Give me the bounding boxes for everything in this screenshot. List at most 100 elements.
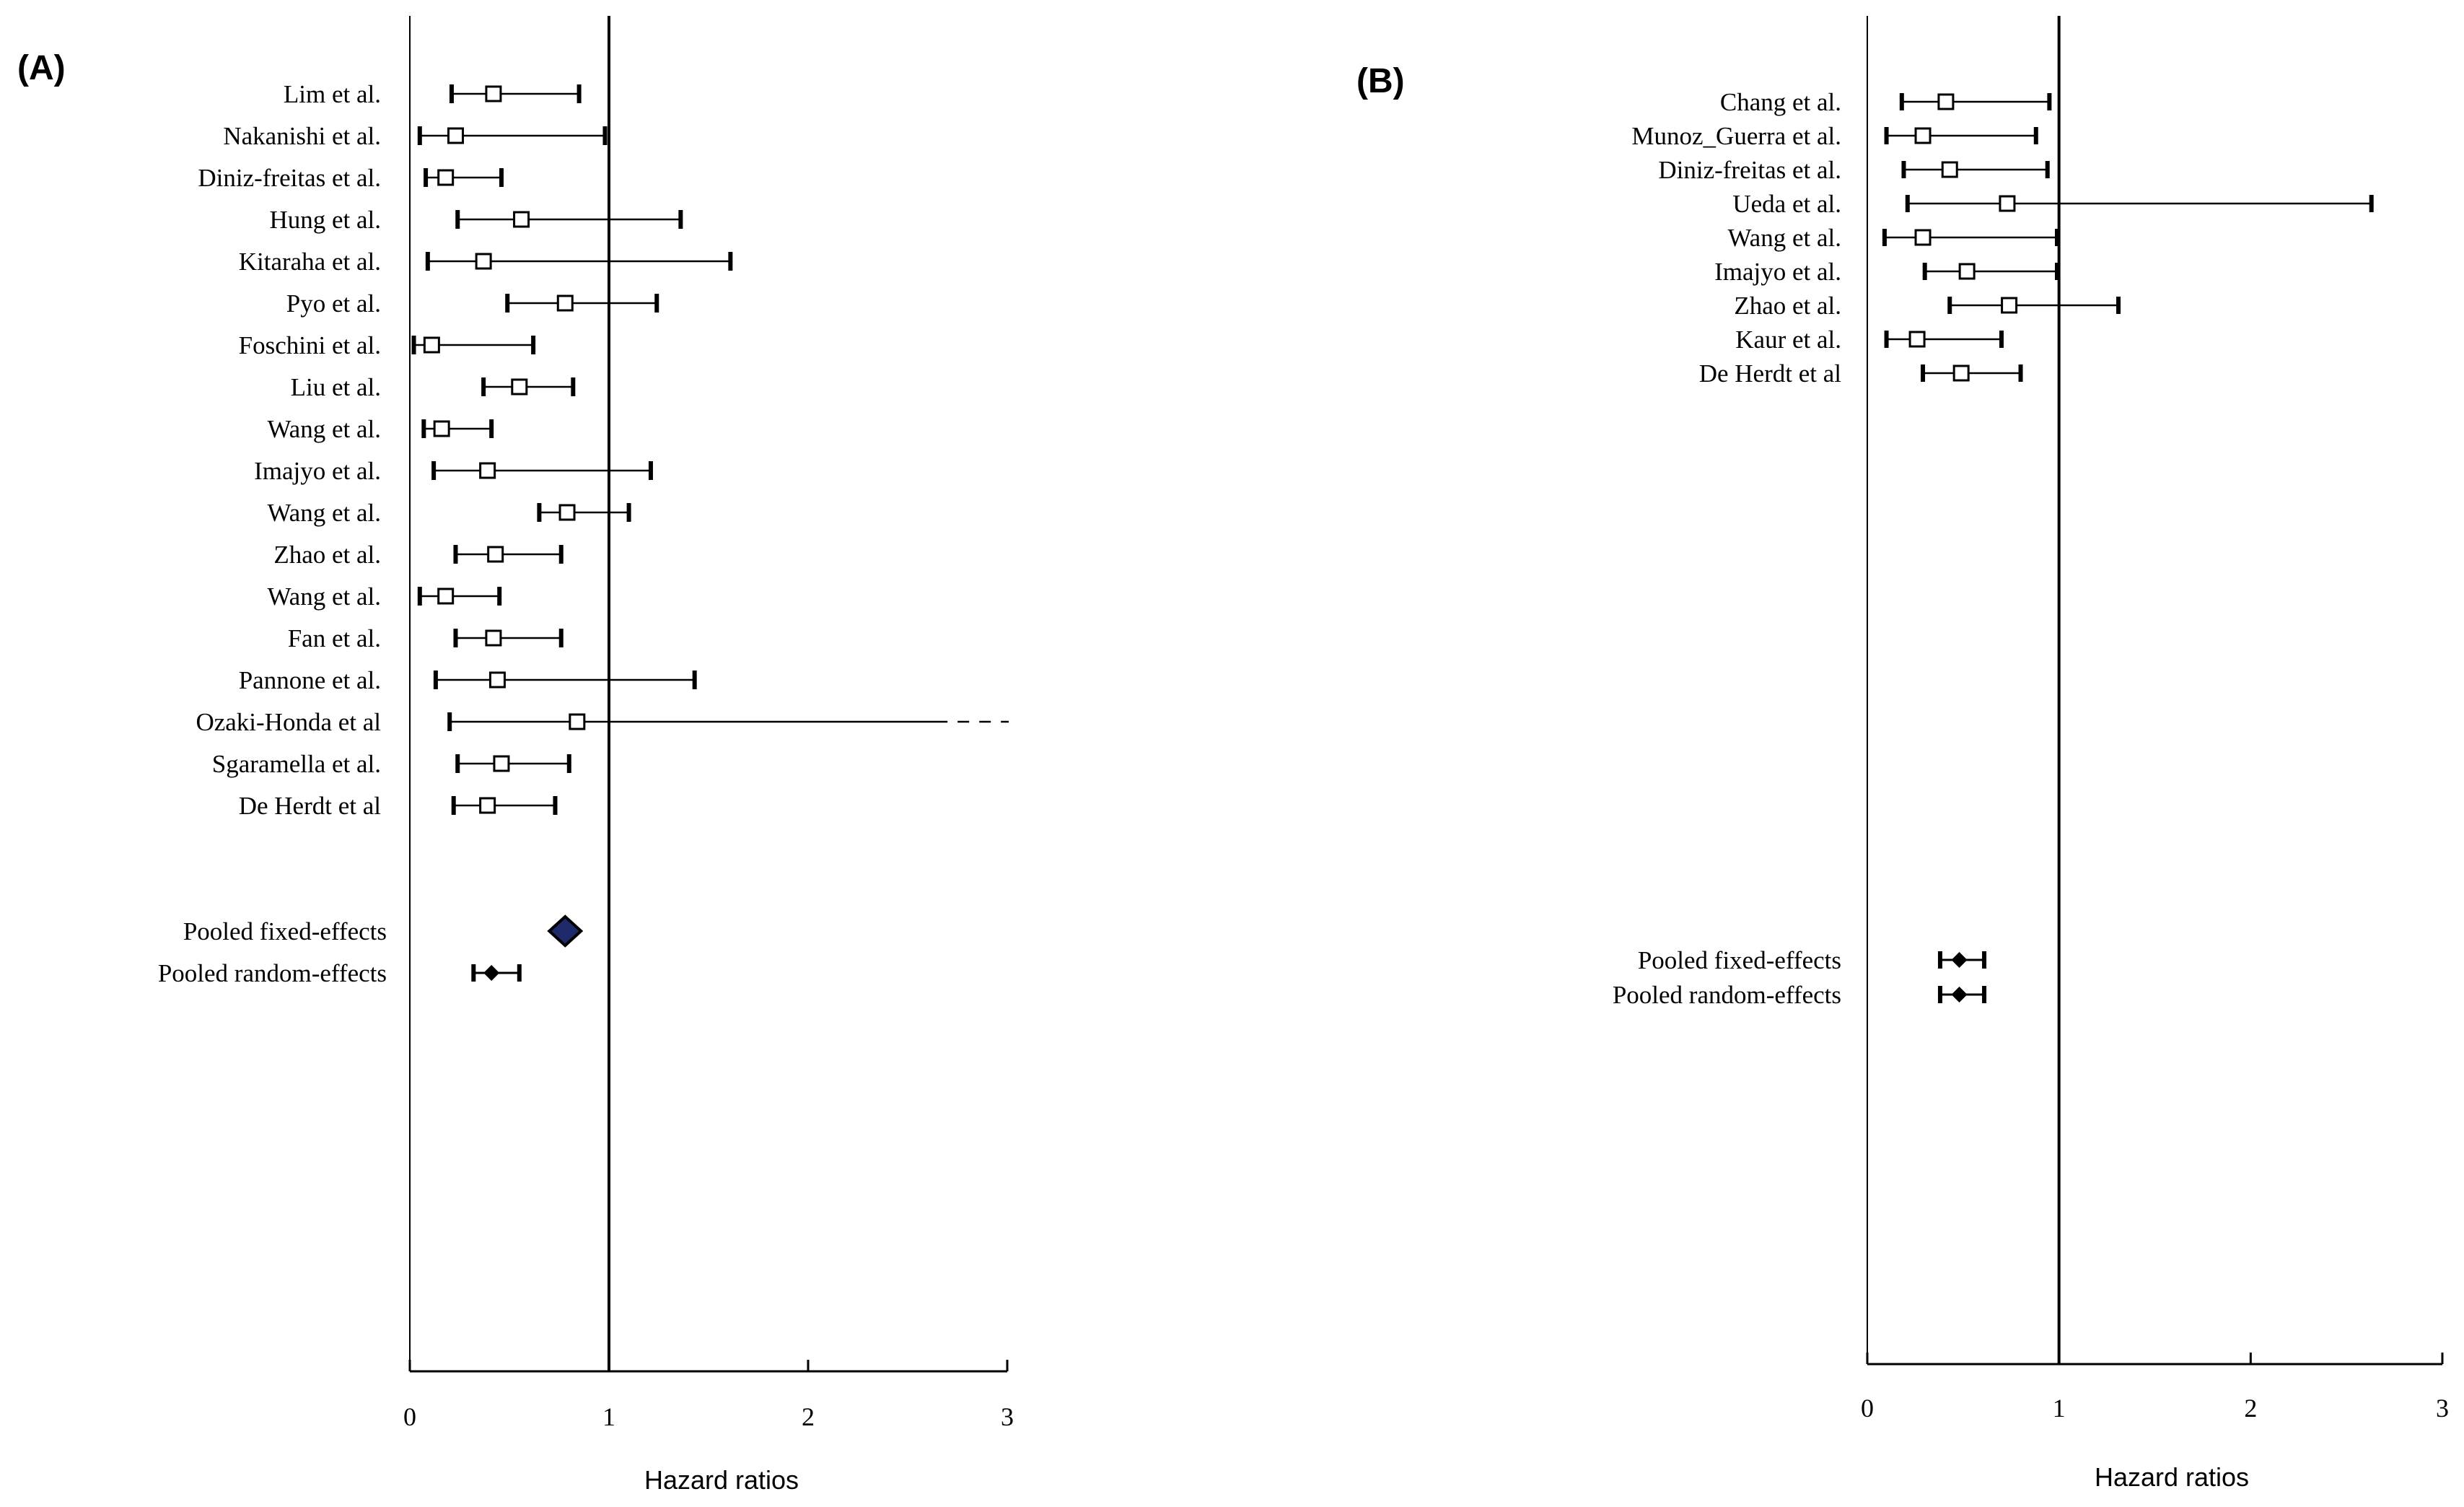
study-row: Imajyo et al. xyxy=(254,457,653,485)
study-label: Munoz_Guerra et al. xyxy=(1631,122,1841,150)
hr-point-marker xyxy=(437,587,455,605)
study-label: Ueda et al. xyxy=(1732,190,1841,218)
study-label: Pyo et al. xyxy=(286,289,381,318)
study-row: Pannone et al. xyxy=(239,666,697,694)
hr-point-marker xyxy=(437,169,455,186)
study-label: Lim et al. xyxy=(284,80,381,108)
study-label: Chang et al. xyxy=(1720,88,1841,116)
study-row: De Herdt et al xyxy=(1699,359,2023,388)
hr-point-marker xyxy=(493,755,510,772)
hr-point-marker xyxy=(1914,229,1932,246)
hr-point-marker xyxy=(485,85,502,102)
hr-point-marker xyxy=(423,336,440,354)
pooled-diamond-marker xyxy=(547,914,584,948)
hr-point-marker xyxy=(479,797,496,814)
pooled-label: Pooled random-effects xyxy=(1613,981,1841,1009)
hr-point-marker xyxy=(511,378,528,396)
hr-point-marker xyxy=(479,462,496,479)
study-row: Munoz_Guerra et al. xyxy=(1631,122,2038,150)
study-row: Wang et al. xyxy=(267,499,631,527)
study-label: De Herdt et al xyxy=(1699,359,1842,388)
study-label: Foschini et al. xyxy=(239,331,381,359)
hr-point-marker xyxy=(1914,127,1932,144)
hr-point-marker xyxy=(1958,263,1976,280)
study-label: Ozaki-Honda et al xyxy=(196,708,381,736)
x-tick-label: 0 xyxy=(1861,1394,1874,1423)
panel-label: (A) xyxy=(17,49,66,87)
hr-point-marker xyxy=(1999,195,2016,212)
study-row: Liu et al. xyxy=(291,373,576,401)
pooled-label: Pooled fixed-effects xyxy=(1638,946,1841,974)
x-axis-title: Hazard ratios xyxy=(2095,1462,2249,1492)
study-label: Hung et al. xyxy=(269,206,381,234)
hr-point-marker xyxy=(433,420,450,437)
hr-point-marker xyxy=(1941,161,1958,178)
study-label: Wang et al. xyxy=(1727,224,1841,252)
study-row: Kaur et al. xyxy=(1735,326,2004,354)
study-label: Fan et al. xyxy=(288,624,381,652)
hr-point-marker xyxy=(558,504,576,521)
pooled-diamond-marker xyxy=(483,965,500,981)
study-row: Lim et al. xyxy=(284,80,582,108)
study-label: Diniz-freitas et al. xyxy=(198,164,381,192)
study-label: Pannone et al. xyxy=(239,666,381,694)
study-row: Sgaramella et al. xyxy=(212,750,571,778)
pooled-row: Pooled random-effects xyxy=(1613,981,1987,1009)
study-row: Foschini et al. xyxy=(239,331,536,359)
x-tick-label: 2 xyxy=(2244,1394,2257,1423)
study-row: De Herdt et al xyxy=(239,792,558,820)
study-row: Wang et al. xyxy=(267,415,494,443)
hr-point-marker xyxy=(1908,331,1926,348)
hr-point-marker xyxy=(488,671,506,689)
panel-b: (B) 0 1 2 3 Hazard ratios Chang et al. Munoz_Gu… xyxy=(1356,16,2449,1492)
pooled-label: Pooled random-effects xyxy=(158,959,387,987)
study-label: Zhao et al. xyxy=(1734,292,1841,320)
study-label: Wang et al. xyxy=(267,499,381,527)
study-label: Sgaramella et al. xyxy=(212,750,381,778)
study-row: Diniz-freitas et al. xyxy=(198,164,504,192)
study-label: Imajyo et al. xyxy=(1714,258,1841,286)
study-row: Fan et al. xyxy=(288,624,564,652)
hr-point-marker xyxy=(513,211,530,228)
study-row: Ozaki-Honda et al xyxy=(196,708,1009,736)
study-label: Imajyo et al. xyxy=(254,457,381,485)
pooled-diamond-marker xyxy=(1951,987,1968,1003)
x-tick-label: 1 xyxy=(602,1402,615,1431)
study-row: Pyo et al. xyxy=(286,289,659,318)
pooled-row: Pooled fixed-effects xyxy=(183,914,584,948)
hr-point-marker xyxy=(2001,297,2018,314)
study-row: Zhao et al. xyxy=(273,541,564,569)
study-row: Diniz-freitas et al. xyxy=(1658,156,2050,184)
study-label: Zhao et al. xyxy=(273,541,381,569)
pooled-diamond-marker xyxy=(1951,952,1968,968)
study-row: Ueda et al. xyxy=(1732,190,2374,218)
study-row: Imajyo et al. xyxy=(1714,258,2060,286)
hr-point-marker xyxy=(1937,93,1955,110)
study-label: Kaur et al. xyxy=(1735,326,1841,354)
x-axis-title: Hazard ratios xyxy=(644,1465,799,1495)
study-row: Kitaraha et al. xyxy=(239,248,733,276)
hr-point-marker xyxy=(487,546,504,563)
hr-point-marker xyxy=(475,253,492,270)
panel-a: (A) 0 1 2 3 Hazard ratios Lim et al. Nakanishi … xyxy=(17,16,1014,1495)
hr-point-marker xyxy=(485,629,502,647)
study-label: Nakanishi et al. xyxy=(223,122,381,150)
pooled-row: Pooled random-effects xyxy=(158,959,522,987)
study-row: Zhao et al. xyxy=(1734,292,2121,320)
x-tick-label: 1 xyxy=(2053,1394,2066,1423)
x-tick-label: 2 xyxy=(802,1402,815,1431)
x-tick-label: 3 xyxy=(1001,1402,1014,1431)
x-tick-label: 3 xyxy=(2436,1394,2449,1423)
hr-point-marker xyxy=(1952,364,1970,382)
hr-point-marker xyxy=(556,294,574,312)
study-row: Hung et al. xyxy=(269,206,683,234)
study-row: Wang et al. xyxy=(1727,224,2060,252)
pooled-label: Pooled fixed-effects xyxy=(183,917,387,945)
study-row: Wang et al. xyxy=(267,582,502,611)
x-tick-label: 0 xyxy=(403,1402,416,1431)
study-label: Kitaraha et al. xyxy=(239,248,381,276)
study-label: Diniz-freitas et al. xyxy=(1658,156,1841,184)
study-label: Wang et al. xyxy=(267,415,381,443)
study-label: Liu et al. xyxy=(291,373,381,401)
